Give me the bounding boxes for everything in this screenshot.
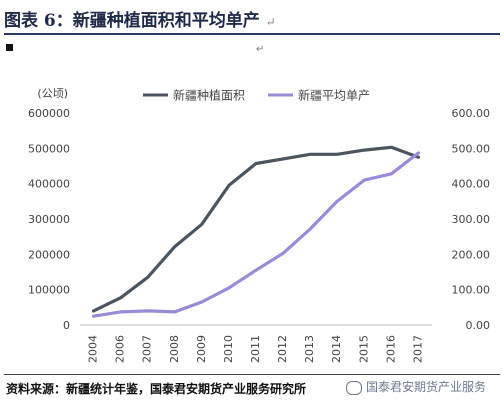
right-y-tick-label: 200.00 <box>452 248 491 261</box>
left-y-tick-label: 100000 <box>28 284 70 297</box>
x-tick-label: 2007 <box>141 335 154 363</box>
left-y-tick-label: 300000 <box>28 213 70 226</box>
x-tick-label: 2011 <box>249 335 262 363</box>
source-rule <box>4 374 500 375</box>
left-y-tick-label: 200000 <box>28 248 70 261</box>
x-tick-label: 2008 <box>168 335 181 363</box>
right-y-tick-label: 400.00 <box>452 178 491 191</box>
right-y-tick-label: 0.00 <box>466 319 491 332</box>
x-tick-label: 2009 <box>195 335 208 363</box>
x-tick-label: 2015 <box>357 335 370 363</box>
legend-label: 新疆平均单产 <box>298 88 370 103</box>
paragraph-mark: ↵ <box>256 44 265 55</box>
watermark: 国泰君安期货产业服务 <box>346 378 486 395</box>
x-tick-label: 2016 <box>384 335 397 363</box>
title-rule <box>4 33 500 35</box>
x-tick-label: 2013 <box>303 335 316 363</box>
left-y-tick-label: 400000 <box>28 178 70 191</box>
watermark-text: 国泰君安期货产业服务 <box>366 380 487 394</box>
area-series-line <box>91 145 421 313</box>
wechat-icon <box>346 380 362 395</box>
edit-mark-icon: ↵ <box>265 15 276 29</box>
bullet-square-icon <box>6 44 13 51</box>
x-tick-label: 2017 <box>411 335 424 363</box>
legend-label: 新疆种植面积 <box>173 88 245 103</box>
x-tick-label: 2012 <box>276 335 289 363</box>
right-y-tick-label: 600.00 <box>452 107 491 120</box>
right-y-tick-label: 500.00 <box>452 142 491 155</box>
left-y-tick-label: 500000 <box>28 142 70 155</box>
yield-series-line <box>91 151 421 318</box>
source-note: 资料来源：新疆统计年鉴，国泰君安期货产业服务研究所 <box>6 382 307 396</box>
x-tick-label: 2006 <box>114 335 127 363</box>
figure-title: 图表 6：新疆种植面积和平均单产 ↵ <box>4 6 276 31</box>
right-y-tick-label: 300.00 <box>452 213 491 226</box>
figure-title-text: 图表 6：新疆种植面积和平均单产 <box>4 11 260 31</box>
left-y-tick-label: 0 <box>63 319 70 332</box>
left-y-tick-label: 600000 <box>28 107 70 120</box>
x-tick-label: 2010 <box>222 335 235 363</box>
left-axis-unit: (公顷) <box>37 87 68 100</box>
right-y-tick-label: 100.00 <box>452 284 491 297</box>
x-tick-label: 2004 <box>87 335 100 363</box>
x-tick-label: 2014 <box>330 335 343 363</box>
